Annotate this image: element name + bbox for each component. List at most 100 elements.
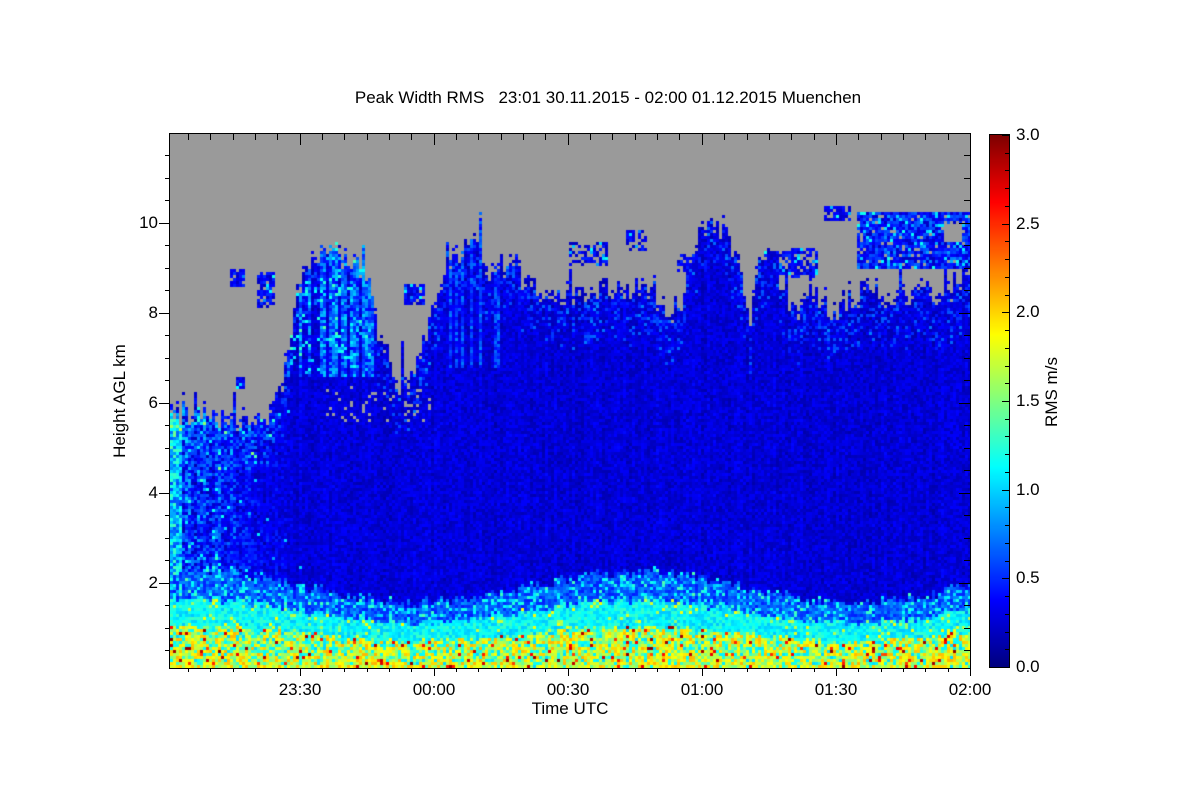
plot-frame <box>169 133 971 669</box>
y-axis-minor-tick <box>964 515 970 516</box>
colorbar-tick-label: 3.0 <box>1016 125 1040 144</box>
x-axis-minor-tick <box>411 668 412 672</box>
colorbar-minor-tick <box>1005 436 1009 437</box>
x-axis-minor-tick <box>769 668 770 672</box>
y-axis-minor-tick <box>964 448 970 449</box>
colorbar-minor-tick <box>1005 153 1009 154</box>
colorbar-minor-tick <box>1005 614 1009 615</box>
x-axis-minor-tick <box>478 668 479 672</box>
y-axis-major-tick <box>159 313 170 314</box>
x-axis-minor-tick <box>277 134 278 140</box>
y-axis-minor-tick <box>165 605 170 606</box>
x-axis-major-tick <box>702 668 703 676</box>
x-axis-minor-tick <box>322 134 323 140</box>
y-axis-major-tick <box>959 403 970 404</box>
x-axis-minor-tick <box>858 134 859 140</box>
x-axis-major-tick <box>836 668 837 676</box>
x-axis-major-tick <box>300 134 301 145</box>
colorbar-tick-label: 0.0 <box>1016 657 1040 676</box>
y-axis-major-tick <box>959 493 970 494</box>
colorbar-major-tick <box>1002 312 1009 313</box>
x-axis-minor-tick <box>612 668 613 672</box>
y-axis-minor-tick <box>964 628 970 629</box>
x-axis-major-tick <box>300 668 301 676</box>
x-axis-minor-tick <box>635 668 636 672</box>
colorbar-major-tick <box>1002 401 1009 402</box>
y-axis-minor-tick <box>165 290 170 291</box>
y-axis-tick-label: 6 <box>148 393 158 412</box>
x-axis-tick-label: 23:30 <box>278 680 322 699</box>
y-axis-major-tick <box>159 493 170 494</box>
colorbar-tick-label: 0.5 <box>1016 568 1040 587</box>
x-axis-title: Time UTC <box>531 699 609 718</box>
y-axis-minor-tick <box>964 560 970 561</box>
x-axis-major-tick <box>434 134 435 145</box>
x-axis-minor-tick <box>948 668 949 672</box>
x-axis-minor-tick <box>679 134 680 140</box>
colorbar-major-tick <box>1002 578 1009 579</box>
y-axis-minor-tick <box>165 650 170 651</box>
colorbar-minor-tick <box>1005 170 1009 171</box>
colorbar-minor-tick <box>1005 295 1009 296</box>
x-axis-minor-tick <box>590 668 591 672</box>
colorbar-minor-tick <box>1005 277 1009 278</box>
x-axis-minor-tick <box>903 134 904 140</box>
x-axis-minor-tick <box>188 668 189 672</box>
y-axis-minor-tick <box>165 628 170 629</box>
y-axis-minor-tick <box>964 380 970 381</box>
colorbar-tick-label: 1.0 <box>1016 480 1040 499</box>
colorbar-tick-label: 2.5 <box>1016 214 1040 233</box>
x-axis-minor-tick <box>635 134 636 140</box>
x-axis-minor-tick <box>233 668 234 672</box>
y-axis-major-tick <box>959 223 970 224</box>
x-axis-minor-tick <box>344 134 345 140</box>
y-axis-minor-tick <box>165 335 170 336</box>
x-axis-minor-tick <box>814 134 815 140</box>
x-axis-minor-tick <box>456 668 457 672</box>
colorbar-major-tick <box>1002 135 1009 136</box>
x-axis-major-tick <box>568 668 569 676</box>
y-axis-minor-tick <box>165 268 170 269</box>
x-axis-minor-tick <box>657 134 658 140</box>
colorbar-minor-tick <box>1005 383 1009 384</box>
y-axis-minor-tick <box>964 155 970 156</box>
x-axis-minor-tick <box>724 668 725 672</box>
colorbar-major-tick <box>1002 490 1009 491</box>
x-axis-minor-tick <box>747 668 748 672</box>
colorbar-minor-tick <box>1005 454 1009 455</box>
colorbar-minor-tick <box>1005 259 1009 260</box>
x-axis-major-tick <box>702 134 703 145</box>
y-axis-minor-tick <box>964 470 970 471</box>
y-axis-tick-label: 8 <box>148 303 158 322</box>
x-axis-minor-tick <box>791 668 792 672</box>
y-axis-minor-tick <box>964 358 970 359</box>
x-axis-minor-tick <box>188 134 189 140</box>
y-axis-minor-tick <box>165 245 170 246</box>
x-axis-minor-tick <box>948 134 949 140</box>
y-axis-tick-label: 10 <box>139 213 158 232</box>
x-axis-minor-tick <box>679 668 680 672</box>
colorbar-major-tick <box>1002 224 1009 225</box>
chart-title: Peak Width RMS 23:01 30.11.2015 - 02:00 … <box>354 88 862 107</box>
x-axis-tick-label: 01:30 <box>814 680 858 699</box>
y-axis-major-tick <box>159 583 170 584</box>
x-axis-tick-label: 01:00 <box>680 680 724 699</box>
x-axis-minor-tick <box>255 668 256 672</box>
colorbar-minor-tick <box>1005 649 1009 650</box>
x-axis-minor-tick <box>523 668 524 672</box>
y-axis-minor-tick <box>165 358 170 359</box>
heatmap-plot <box>170 134 970 668</box>
y-axis-minor-tick <box>964 538 970 539</box>
colorbar-minor-tick <box>1005 525 1009 526</box>
x-axis-minor-tick <box>769 134 770 140</box>
x-axis-minor-tick <box>501 668 502 672</box>
x-axis-minor-tick <box>322 668 323 672</box>
colorbar-minor-tick <box>1005 206 1009 207</box>
x-axis-minor-tick <box>903 668 904 672</box>
y-axis-minor-tick <box>165 538 170 539</box>
x-axis-minor-tick <box>210 134 211 140</box>
colorbar-frame <box>989 134 1010 668</box>
colorbar-minor-tick <box>1005 632 1009 633</box>
x-axis-minor-tick <box>791 134 792 140</box>
x-axis-minor-tick <box>389 668 390 672</box>
